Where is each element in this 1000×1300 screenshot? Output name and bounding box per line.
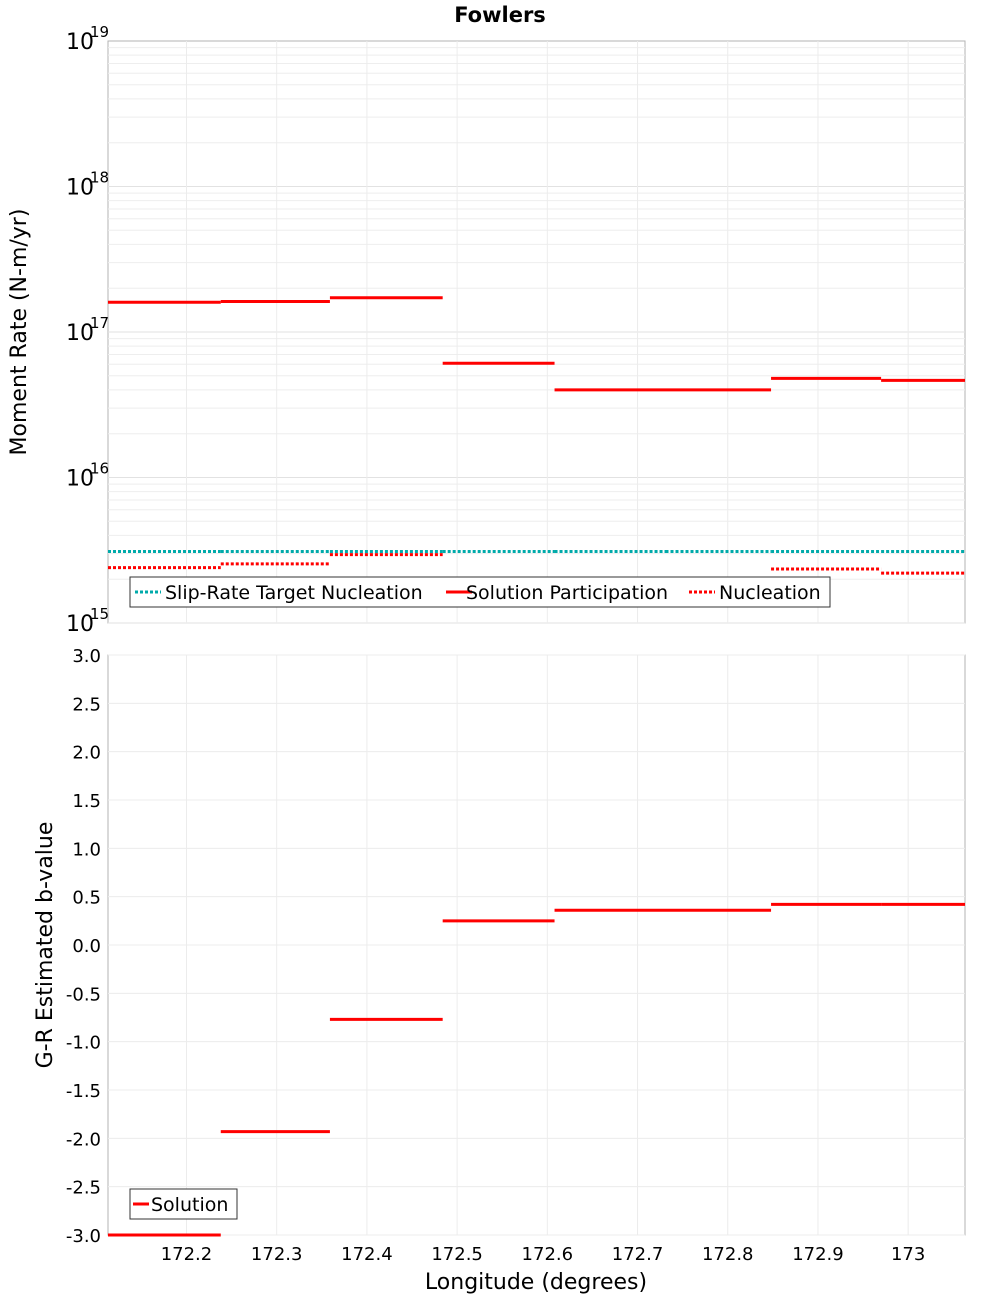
legend-label-0: Slip-Rate Target Nucleation <box>165 582 423 604</box>
y-tick-label: 2.5 <box>72 694 101 715</box>
y-tick-label: 3.0 <box>72 646 101 667</box>
x-tick-label: 173 <box>891 1244 925 1265</box>
x-tick-label: 172.6 <box>522 1244 574 1265</box>
top-legend-box <box>129 576 831 608</box>
top-grid <box>108 41 965 624</box>
y-tick-label: 2.0 <box>72 743 101 764</box>
y-tick-exponent: 16 <box>90 460 109 478</box>
y-tick-exponent: 18 <box>90 169 109 187</box>
x-tick-label: 172.4 <box>341 1244 393 1265</box>
x-tick-label: 172.8 <box>702 1244 754 1265</box>
bottom-y-ticks: 3.0 2.5 2.0 1.5 1.0 0.5 0.0 -0.5 -1.0 -1.5 -2.0 -2.… <box>66 646 101 1247</box>
legend-label-solution: Solution <box>151 1194 228 1216</box>
y-tick-label: -1.0 <box>66 1033 101 1054</box>
x-tick-label: 172.7 <box>612 1244 664 1265</box>
x-tick-label: 172.5 <box>431 1244 483 1265</box>
legend-label-2: Nucleation <box>719 582 821 604</box>
y-tick-base: 10 <box>66 30 94 55</box>
x-tick-label: 172.9 <box>792 1244 844 1265</box>
x-tick-label: 172.3 <box>251 1244 303 1265</box>
y-tick-base: 10 <box>66 467 94 492</box>
y-tick-label: -1.5 <box>66 1081 101 1102</box>
y-tick-exponent: 19 <box>90 23 109 41</box>
bottom-series <box>108 902 965 1237</box>
y-tick-base: 10 <box>66 176 94 201</box>
bottom-y-axis-title: G-R Estimated b-value <box>33 822 58 1069</box>
y-tick-label: -0.5 <box>66 984 101 1005</box>
legend-label-1: Solution Participation <box>466 582 668 604</box>
bottom-grid <box>108 654 965 1236</box>
top-y-axis-title: Moment Rate (N-m/yr) <box>7 209 32 456</box>
y-tick-label: 1.5 <box>72 791 101 812</box>
y-tick-exponent: 15 <box>90 605 109 623</box>
y-tick-base: 10 <box>66 321 94 346</box>
y-tick-label: -2.0 <box>66 1129 101 1150</box>
top-legend: Slip-Rate Target Nucleation Solution Part… <box>129 576 831 608</box>
x-axis-title: Longitude (degrees) <box>425 1270 647 1295</box>
y-tick-label: 0.5 <box>72 888 101 909</box>
chart-title: Fowlers <box>454 3 546 27</box>
y-tick-label: 1.0 <box>72 839 101 860</box>
y-tick-exponent: 17 <box>90 314 109 332</box>
y-tick-label: -2.5 <box>66 1178 101 1199</box>
y-tick-label: 0.0 <box>72 936 101 957</box>
x-tick-label: 172.2 <box>161 1244 213 1265</box>
bottom-panel: 3.0 2.5 2.0 1.5 1.0 0.5 0.0 -0.5 -1.0 -1.5 -2.0 -2.… <box>33 646 966 1295</box>
y-tick-label: -3.0 <box>66 1226 101 1247</box>
y-tick-base: 10 <box>66 612 94 637</box>
bottom-legend: Solution <box>129 1188 238 1220</box>
bottom-x-ticks: 172.2 172.3 172.4 172.5 172.6 172.7 172.8 172.9… <box>161 1244 926 1265</box>
